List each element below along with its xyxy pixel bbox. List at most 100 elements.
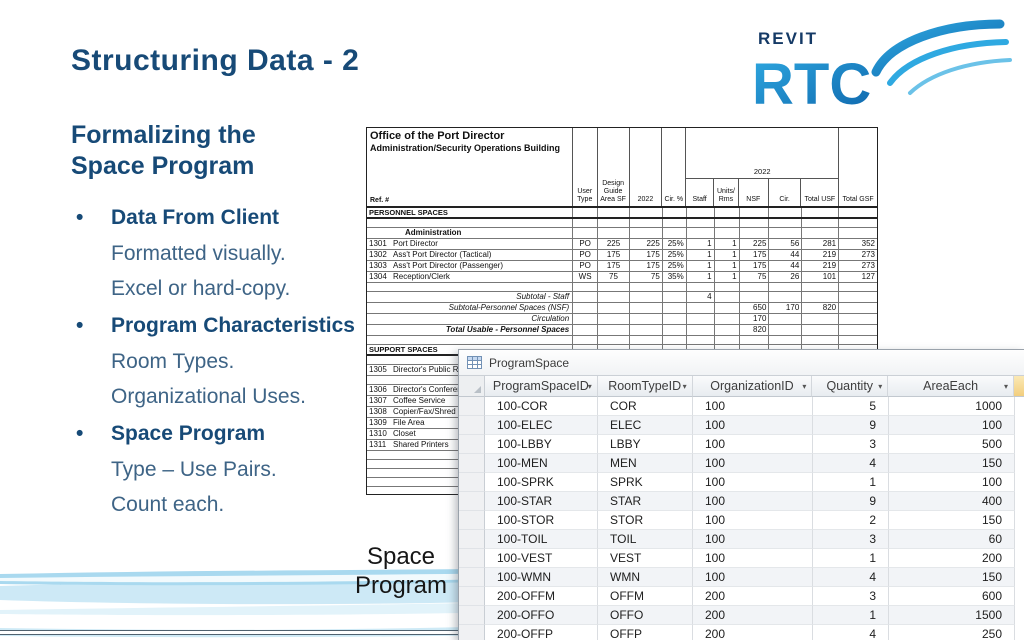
table-row[interactable]: 200-OFFO OFFO 200 1 1500: [459, 606, 1024, 625]
row-selector[interactable]: [459, 587, 485, 606]
table-cell[interactable]: 100-VEST: [485, 549, 598, 568]
table-cell[interactable]: 100: [693, 473, 813, 492]
table-cell[interactable]: 4: [813, 454, 889, 473]
table-cell[interactable]: 100-COR: [485, 397, 598, 416]
table-cell[interactable]: 200: [693, 587, 813, 606]
chevron-down-icon[interactable]: ▾: [1003, 382, 1008, 391]
row-selector[interactable]: [459, 568, 485, 587]
table-cell[interactable]: 250: [889, 625, 1015, 640]
table-cell[interactable]: 3: [813, 587, 889, 606]
table-cell[interactable]: 100-MEN: [485, 454, 598, 473]
access-object-tab[interactable]: ProgramSpace: [459, 350, 1024, 376]
table-cell[interactable]: STOR: [598, 511, 693, 530]
table-cell[interactable]: 4: [813, 625, 889, 640]
table-cell[interactable]: 150: [889, 511, 1015, 530]
table-cell[interactable]: 600: [889, 587, 1015, 606]
table-row[interactable]: 200-OFFM OFFM 200 3 600: [459, 587, 1024, 606]
table-cell[interactable]: 100-STAR: [485, 492, 598, 511]
table-cell[interactable]: WMN: [598, 568, 693, 587]
table-cell[interactable]: 1: [813, 549, 889, 568]
table-cell[interactable]: TOIL: [598, 530, 693, 549]
table-cell[interactable]: LBBY: [598, 435, 693, 454]
table-cell[interactable]: 500: [889, 435, 1015, 454]
row-selector[interactable]: [459, 549, 485, 568]
chevron-down-icon[interactable]: ▾: [802, 382, 807, 391]
table-cell[interactable]: 5: [813, 397, 889, 416]
access-column-header-areaeach[interactable]: AreaEach ▾: [888, 376, 1014, 397]
table-row[interactable]: 100-COR COR 100 5 1000: [459, 397, 1024, 416]
table-cell[interactable]: 9: [813, 492, 889, 511]
table-cell[interactable]: 1: [813, 473, 889, 492]
table-row[interactable]: 100-TOIL TOIL 100 3 60: [459, 530, 1024, 549]
access-column-header-programspaceid[interactable]: ProgramSpaceID ▾: [484, 376, 598, 397]
row-selector[interactable]: [459, 511, 485, 530]
table-cell[interactable]: 2: [813, 511, 889, 530]
access-column-header-organizationid[interactable]: OrganizationID ▾: [692, 376, 813, 397]
table-row[interactable]: 100-STAR STAR 100 9 400: [459, 492, 1024, 511]
table-cell[interactable]: 100: [693, 549, 813, 568]
table-cell[interactable]: OFFP: [598, 625, 693, 640]
chevron-down-icon[interactable]: ▾: [682, 382, 687, 391]
access-column-header-quantity[interactable]: Quantity ▾: [812, 376, 889, 397]
table-cell[interactable]: 100: [693, 530, 813, 549]
chevron-down-icon[interactable]: ▾: [587, 382, 592, 391]
table-cell[interactable]: 200-OFFO: [485, 606, 598, 625]
access-column-header-roomtypeid[interactable]: RoomTypeID ▾: [597, 376, 693, 397]
table-cell[interactable]: SPRK: [598, 473, 693, 492]
table-cell[interactable]: OFFM: [598, 587, 693, 606]
row-selector[interactable]: [459, 454, 485, 473]
row-selector[interactable]: [459, 473, 485, 492]
row-selector[interactable]: [459, 492, 485, 511]
table-cell[interactable]: 100-ELEC: [485, 416, 598, 435]
table-cell[interactable]: 100: [693, 435, 813, 454]
table-cell[interactable]: 150: [889, 454, 1015, 473]
table-cell[interactable]: 4: [813, 568, 889, 587]
table-cell[interactable]: 100: [693, 454, 813, 473]
access-tab-title[interactable]: ProgramSpace: [489, 355, 570, 370]
table-cell[interactable]: 200: [693, 625, 813, 640]
table-row[interactable]: 100-ELEC ELEC 100 9 100: [459, 416, 1024, 435]
row-selector[interactable]: [459, 397, 485, 416]
table-cell[interactable]: 100-WMN: [485, 568, 598, 587]
table-cell[interactable]: OFFO: [598, 606, 693, 625]
table-row[interactable]: 200-OFFP OFFP 200 4 250: [459, 625, 1024, 640]
table-cell[interactable]: MEN: [598, 454, 693, 473]
table-cell[interactable]: 100-TOIL: [485, 530, 598, 549]
access-next-column-sliver[interactable]: [1014, 376, 1024, 397]
table-row[interactable]: 100-STOR STOR 100 2 150: [459, 511, 1024, 530]
table-cell[interactable]: 200: [693, 606, 813, 625]
row-selector[interactable]: [459, 625, 485, 640]
table-cell[interactable]: 200: [889, 549, 1015, 568]
row-selector[interactable]: [459, 530, 485, 549]
table-cell[interactable]: 1000: [889, 397, 1015, 416]
row-selector[interactable]: [459, 416, 485, 435]
table-cell[interactable]: 1: [813, 606, 889, 625]
table-row[interactable]: 100-WMN WMN 100 4 150: [459, 568, 1024, 587]
table-cell[interactable]: 100-SPRK: [485, 473, 598, 492]
table-cell[interactable]: 100: [889, 416, 1015, 435]
table-cell[interactable]: 100: [693, 416, 813, 435]
table-cell[interactable]: 150: [889, 568, 1015, 587]
table-cell[interactable]: 3: [813, 435, 889, 454]
chevron-down-icon[interactable]: ▾: [878, 382, 883, 391]
row-selector[interactable]: [459, 435, 485, 454]
access-select-all-cell[interactable]: [459, 376, 485, 397]
table-cell[interactable]: ELEC: [598, 416, 693, 435]
table-cell[interactable]: 100-STOR: [485, 511, 598, 530]
table-cell[interactable]: 100: [889, 473, 1015, 492]
table-row[interactable]: 100-MEN MEN 100 4 150: [459, 454, 1024, 473]
table-cell[interactable]: 3: [813, 530, 889, 549]
table-cell[interactable]: 1500: [889, 606, 1015, 625]
table-cell[interactable]: 100: [693, 492, 813, 511]
table-cell[interactable]: 400: [889, 492, 1015, 511]
table-cell[interactable]: VEST: [598, 549, 693, 568]
table-row[interactable]: 100-VEST VEST 100 1 200: [459, 549, 1024, 568]
row-selector[interactable]: [459, 606, 485, 625]
table-cell[interactable]: STAR: [598, 492, 693, 511]
table-cell[interactable]: 9: [813, 416, 889, 435]
table-cell[interactable]: 100: [693, 568, 813, 587]
table-cell[interactable]: 100-LBBY: [485, 435, 598, 454]
table-cell[interactable]: 100: [693, 511, 813, 530]
table-cell[interactable]: COR: [598, 397, 693, 416]
table-row[interactable]: 100-SPRK SPRK 100 1 100: [459, 473, 1024, 492]
